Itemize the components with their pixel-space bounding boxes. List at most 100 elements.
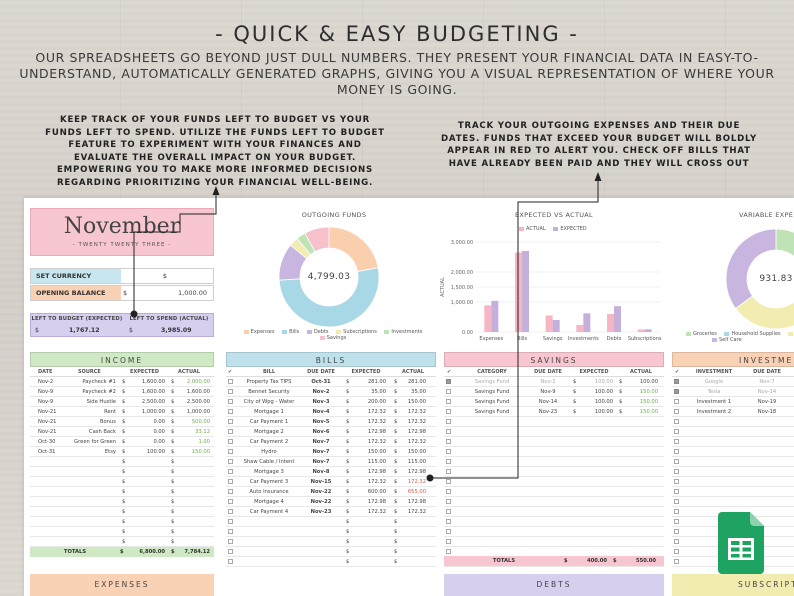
saved-checkbox[interactable] xyxy=(446,429,451,434)
bill-actual[interactable]: 150.00 xyxy=(407,399,426,405)
income-source[interactable]: Cash Back xyxy=(88,429,116,435)
bill-actual[interactable]: 172.32 xyxy=(407,409,426,415)
bill-due-date[interactable]: Nov-5 xyxy=(312,419,330,425)
income-actual[interactable]: 1,600.00 xyxy=(186,389,210,395)
investment-checkbox[interactable] xyxy=(674,399,679,404)
income-date[interactable]: Nov-9 xyxy=(38,389,54,395)
paid-checkbox[interactable] xyxy=(228,379,233,384)
bill-empty-row[interactable]: $ $ xyxy=(226,527,436,537)
investment-checkbox[interactable] xyxy=(674,459,679,464)
investment-row[interactable]: Investment 2 Nov-18 xyxy=(672,407,794,417)
bill-due-date[interactable]: Nov-22 xyxy=(310,489,332,495)
bill-due-date[interactable]: Nov-7 xyxy=(312,439,330,445)
income-empty-row[interactable]: $ $ xyxy=(30,497,214,507)
bill-name[interactable]: Car Payment 4 xyxy=(249,509,289,515)
bill-empty-row[interactable]: $ $ xyxy=(226,547,436,557)
bill-expected[interactable]: 172.32 xyxy=(367,509,386,515)
bill-row[interactable]: Mortgage 4 Nov-22 $172.98 $172.98 xyxy=(226,497,436,507)
bill-due-date[interactable]: Nov-23 xyxy=(310,509,332,515)
income-source[interactable]: Etsy xyxy=(104,449,116,455)
currency-value[interactable]: $ xyxy=(162,272,167,280)
paid-checkbox[interactable] xyxy=(228,449,233,454)
investment-checkbox[interactable] xyxy=(674,499,679,504)
bill-row[interactable]: Bennet Security Nov-2 $35.00 $35.00 xyxy=(226,387,436,397)
bill-row[interactable]: Car Payment 2 Nov-7 $172.32 $172.32 xyxy=(226,437,436,447)
investment-empty-row[interactable] xyxy=(672,497,794,507)
bill-due-date[interactable]: Nov-15 xyxy=(310,479,332,485)
bill-actual[interactable]: 172.32 xyxy=(407,509,426,515)
investment-checkbox[interactable] xyxy=(674,549,679,554)
savings-row[interactable]: Savings Fund Nov-23 $100.00 $150.00 xyxy=(444,407,664,417)
paid-checkbox[interactable] xyxy=(228,389,233,394)
savings-empty-row[interactable] xyxy=(444,527,664,537)
investment-checkbox[interactable] xyxy=(674,379,679,384)
investment-checkbox[interactable] xyxy=(674,449,679,454)
savings-category[interactable]: Savings Fund xyxy=(474,389,510,395)
bill-row[interactable]: Car Payment 3 Nov-15 $172.32 $172.32 xyxy=(226,477,436,487)
income-source[interactable]: Rent xyxy=(104,409,116,415)
bill-due-date[interactable]: Nov-7 xyxy=(312,459,330,465)
bill-name[interactable]: Car Payment 3 xyxy=(249,479,289,485)
bill-name[interactable]: Mortgage 1 xyxy=(254,409,284,415)
income-expected[interactable]: 0.00 xyxy=(153,429,165,435)
bill-name[interactable]: Bennet Security xyxy=(248,389,290,395)
investment-empty-row[interactable] xyxy=(672,437,794,447)
income-actual[interactable]: 33.12 xyxy=(195,429,210,435)
income-row[interactable]: Nov-9 Side Hustle $2,500.00 $2,500.00 xyxy=(30,397,214,407)
investment-empty-row[interactable] xyxy=(672,477,794,487)
bill-name[interactable]: Car Payment 1 xyxy=(249,419,289,425)
bill-expected[interactable]: 172.98 xyxy=(367,499,386,505)
investment-checkbox[interactable] xyxy=(674,509,679,514)
investment-checkbox[interactable] xyxy=(674,529,679,534)
investment-empty-row[interactable] xyxy=(672,417,794,427)
saved-checkbox[interactable] xyxy=(446,479,451,484)
bill-actual[interactable]: 172.32 xyxy=(407,479,426,485)
investment-row[interactable]: Investment 1 Nov-19 xyxy=(672,397,794,407)
income-row[interactable]: Nov-21 Bonus $0.00 $500.00 xyxy=(30,417,214,427)
bill-name[interactable]: Property Tax TIPS xyxy=(246,379,292,385)
income-date[interactable]: Nov-21 xyxy=(38,429,57,435)
savings-expected[interactable]: 100.00 xyxy=(594,389,613,395)
bill-expected[interactable]: 600.00 xyxy=(367,489,386,495)
bill-row[interactable]: Mortgage 1 Nov-4 $172.32 $172.32 xyxy=(226,407,436,417)
income-actual[interactable]: 1.00 xyxy=(198,439,210,445)
income-actual[interactable]: 2,500.00 xyxy=(186,399,210,405)
savings-empty-row[interactable] xyxy=(444,537,664,547)
saved-checkbox[interactable] xyxy=(446,459,451,464)
bill-row[interactable]: Car Payment 1 Nov-5 $172.32 $172.32 xyxy=(226,417,436,427)
paid-checkbox[interactable] xyxy=(228,519,233,524)
saved-checkbox[interactable] xyxy=(446,379,451,384)
income-date[interactable]: Nov-2 xyxy=(38,379,54,385)
bill-empty-row[interactable]: $ $ xyxy=(226,537,436,547)
investment-name[interactable]: Investment 1 xyxy=(696,399,732,405)
bill-name[interactable]: Auto Insurance xyxy=(249,489,289,495)
savings-empty-row[interactable] xyxy=(444,437,664,447)
paid-checkbox[interactable] xyxy=(228,409,233,414)
savings-empty-row[interactable] xyxy=(444,447,664,457)
investment-checkbox[interactable] xyxy=(674,539,679,544)
income-date[interactable]: Nov-21 xyxy=(38,419,57,425)
investment-due-date[interactable]: Nov-19 xyxy=(757,399,777,405)
saved-checkbox[interactable] xyxy=(446,519,451,524)
bill-name[interactable]: Mortgage 2 xyxy=(254,429,284,435)
paid-checkbox[interactable] xyxy=(228,559,233,564)
savings-empty-row[interactable] xyxy=(444,487,664,497)
income-empty-row[interactable]: $ $ xyxy=(30,477,214,487)
income-expected[interactable]: 2,500.00 xyxy=(141,399,165,405)
bill-name[interactable]: Mortgage 3 xyxy=(254,469,284,475)
bill-due-date[interactable]: Nov-8 xyxy=(312,469,330,475)
income-source[interactable]: Paycheck #1 xyxy=(82,379,116,385)
bill-name[interactable]: Shaw Cable / Intent xyxy=(243,459,295,465)
bill-row[interactable]: Auto Insurance Nov-22 $600.00 $655.00 xyxy=(226,487,436,497)
bill-actual[interactable]: 281.00 xyxy=(407,379,426,385)
paid-checkbox[interactable] xyxy=(228,499,233,504)
income-expected[interactable]: 100.00 xyxy=(146,449,165,455)
income-expected[interactable]: 1,600.00 xyxy=(141,379,165,385)
savings-empty-row[interactable] xyxy=(444,497,664,507)
investment-row[interactable]: Google Nov-7 xyxy=(672,377,794,387)
income-empty-row[interactable]: $ $ xyxy=(30,487,214,497)
bill-due-date[interactable]: Nov-22 xyxy=(310,499,332,505)
bill-due-date[interactable]: Nov-4 xyxy=(312,409,330,415)
paid-checkbox[interactable] xyxy=(228,529,233,534)
saved-checkbox[interactable] xyxy=(446,509,451,514)
